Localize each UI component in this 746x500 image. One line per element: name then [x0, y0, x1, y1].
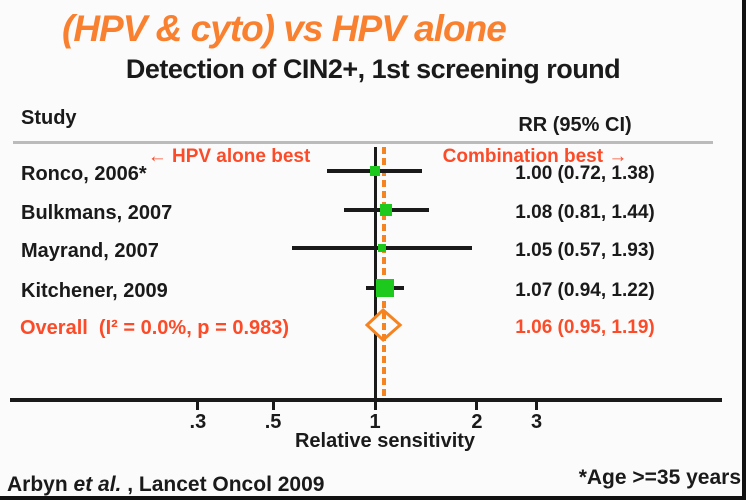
- combination-best-label: Combination best →: [442, 146, 628, 167]
- effect-marker: [380, 204, 393, 216]
- study-label: Ronco, 2006*: [21, 163, 147, 185]
- study-label: Kitchener, 2009: [21, 280, 168, 302]
- slide-right-border: [742, 0, 746, 500]
- study-label: Mayrand, 2007: [21, 240, 159, 262]
- rr-value: 1.00 (0.72, 1.38): [515, 163, 655, 184]
- x-tick-label: 3: [531, 411, 543, 433]
- hpv-alone-best-label: ← HPV alone best: [147, 146, 311, 167]
- x-tick-label: 2: [471, 411, 483, 433]
- x-tick-label: .5: [264, 411, 282, 433]
- slide-bottom-border: [0, 496, 746, 500]
- study-label: Bulkmans, 2007: [21, 202, 173, 224]
- null-reference-line: [373, 147, 377, 398]
- x-axis-tick: [271, 402, 275, 410]
- x-tick-label: .3: [189, 411, 207, 433]
- effect-marker: [375, 279, 394, 297]
- column-header-rr: RR (95% CI): [518, 114, 632, 136]
- rr-value: 1.07 (0.94, 1.22): [515, 280, 655, 301]
- column-header-study: Study: [21, 107, 77, 129]
- x-tick-label: 1: [369, 411, 381, 433]
- effect-marker: [378, 244, 387, 252]
- slide-subtitle: Detection of CIN2+, 1st screening round: [125, 54, 621, 84]
- age-footnote: *Age >=35 years: [578, 466, 741, 489]
- rr-value: 1.05 (0.57, 1.93): [515, 240, 655, 261]
- citation-text: Arbyn et al. , Lancet Oncol 2009: [7, 473, 324, 497]
- x-axis-title: Relative sensitivity: [294, 430, 476, 452]
- slide-title: (HPV & cyto) vs HPV alone: [62, 8, 507, 49]
- rr-value: 1.08 (0.81, 1.44): [515, 202, 655, 223]
- x-axis-tick: [475, 402, 479, 410]
- header-divider-rule: [13, 141, 713, 144]
- citation-author: Arbyn: [7, 473, 74, 496]
- rr-value-overall: 1.06 (0.95, 1.19): [515, 317, 655, 338]
- overall-estimate-dashed-line: [381, 147, 386, 398]
- citation-et-al: et al.: [73, 473, 122, 496]
- citation-journal: , Lancet Oncol 2009: [121, 473, 325, 496]
- x-axis-tick: [535, 402, 539, 410]
- x-axis-tick: [196, 402, 200, 410]
- effect-marker: [370, 166, 380, 176]
- x-axis-tick: [373, 402, 377, 410]
- x-axis-line: [10, 398, 722, 402]
- overall-label: Overall (I² = 0.0%, p = 0.983): [20, 317, 290, 339]
